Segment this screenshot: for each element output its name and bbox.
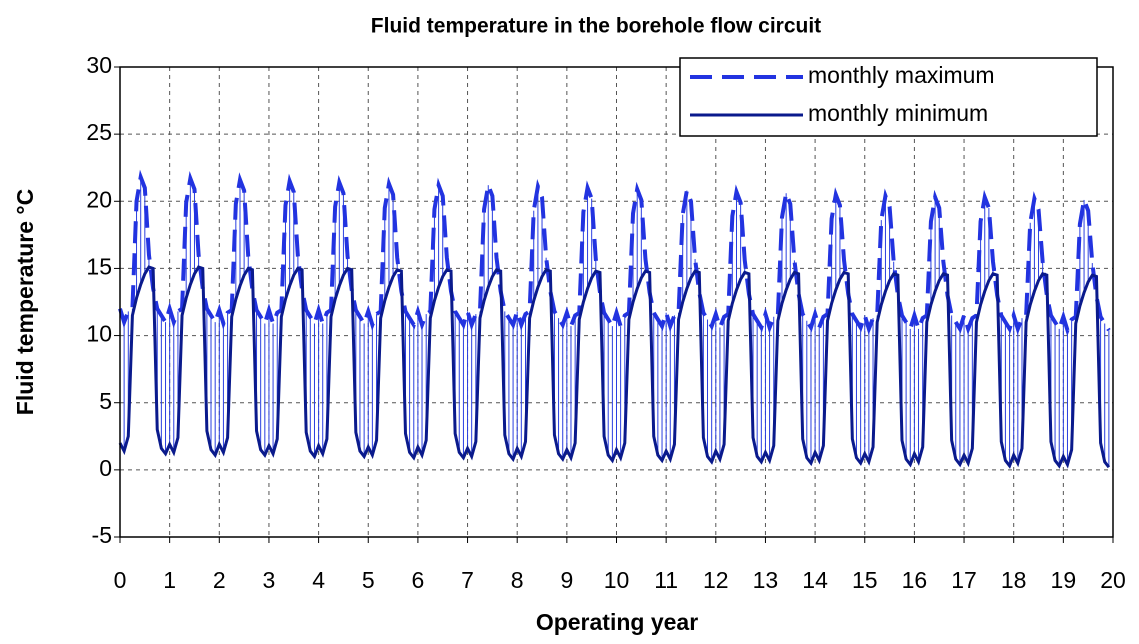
y-tick-label: 15 <box>86 254 112 280</box>
x-tick-label: 10 <box>604 567 630 593</box>
y-tick-label: 30 <box>86 52 112 78</box>
x-tick-label: 11 <box>654 567 678 593</box>
y-tick-label: 5 <box>99 388 112 414</box>
x-tick-label: 8 <box>511 567 524 593</box>
y-tick-label: 0 <box>99 455 112 481</box>
x-tick-label: 5 <box>362 567 375 593</box>
x-tick-label: 12 <box>703 567 729 593</box>
x-tick-label: 15 <box>852 567 878 593</box>
x-tick-label: 17 <box>951 567 977 593</box>
x-tick-label: 20 <box>1100 567 1126 593</box>
y-tick-label: 20 <box>86 186 112 212</box>
x-tick-label: 19 <box>1051 567 1077 593</box>
x-tick-label: 2 <box>213 567 226 593</box>
legend-label: monthly minimum <box>808 100 988 126</box>
x-tick-label: 6 <box>412 567 425 593</box>
chart-title: Fluid temperature in the borehole flow c… <box>371 15 821 38</box>
x-tick-label: 16 <box>902 567 928 593</box>
x-tick-label: 18 <box>1001 567 1027 593</box>
y-tick-label: 25 <box>86 119 112 145</box>
plot-frame <box>119 66 1114 538</box>
x-tick-label: 9 <box>560 567 573 593</box>
series-line <box>118 169 1111 337</box>
series-line <box>118 265 1111 469</box>
y-tick-label: 10 <box>86 321 112 347</box>
x-axis-title: Operating year <box>536 609 698 635</box>
x-tick-label: 7 <box>461 567 474 593</box>
legend-label: monthly maximum <box>808 62 995 88</box>
x-tick-label: 13 <box>753 567 779 593</box>
y-axis-title: Fluid temperature °C <box>12 189 38 415</box>
x-tick-label: 3 <box>263 567 276 593</box>
x-tick-label: 0 <box>114 567 127 593</box>
x-tick-label: 14 <box>802 567 828 593</box>
legend: monthly maximum monthly minimum <box>679 57 1098 137</box>
legend-box <box>679 57 1098 137</box>
y-tick-label: -5 <box>92 522 112 548</box>
x-tick-label: 1 <box>163 567 176 593</box>
x-tick-label: 4 <box>312 567 325 593</box>
